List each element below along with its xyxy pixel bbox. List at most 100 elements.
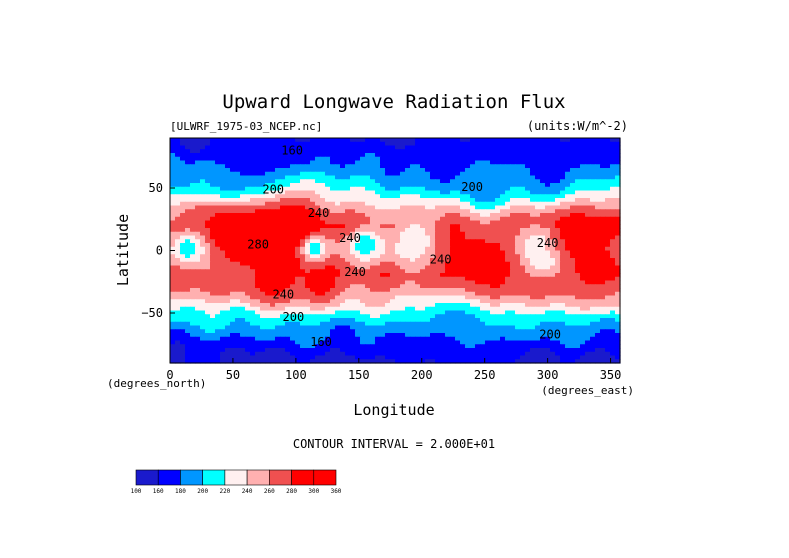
contour-cell [550,265,556,270]
contour-cell [265,224,271,229]
contour-cell [525,329,531,334]
contour-cell [170,194,176,199]
contour-cell [335,280,341,285]
contour-cell [270,175,276,180]
contour-cell [210,175,216,180]
contour-cell [520,194,526,199]
contour-cell [435,310,441,315]
contour-cell [445,205,451,210]
contour-cell [220,239,226,244]
contour-cell [610,201,616,207]
contour-cell [235,329,241,334]
contour-cell [475,336,481,342]
contour-cell [525,183,531,188]
contour-cell [585,164,591,169]
contour-cell [335,145,341,150]
contour-cell [310,201,316,207]
contour-cell [325,175,331,180]
contour-cell [445,160,451,165]
contour-cell [350,213,356,218]
contour-cell [615,299,621,304]
contour-cell [380,190,386,195]
contour-cell [495,138,501,143]
contour-cell [200,164,206,169]
contour-cell [355,291,361,297]
contour-cell [550,209,556,214]
contour-cell [365,246,371,252]
contour-cell [390,284,396,289]
contour-cell [310,235,316,240]
contour-cell [485,205,491,210]
contour-cell [240,306,246,312]
contour-cell [350,186,356,192]
contour-cell [555,175,561,180]
contour-cell [510,201,516,207]
contour-cell [355,175,361,180]
contour-cell [465,216,471,222]
contour-cell [190,175,196,180]
contour-cell [195,340,201,345]
contour-cell [550,336,556,342]
contour-cell [455,288,461,293]
contour-cell [200,295,206,300]
contour-cell [195,318,201,323]
contour-cell [185,333,191,338]
contour-cell [380,164,386,169]
contour-cell [495,276,501,282]
contour-cell [405,235,411,240]
contour-cell [555,168,561,173]
contour-cell [220,205,226,210]
contour-cell [205,149,211,154]
contour-cell [425,179,431,184]
contour-cell [525,209,531,214]
contour-cell [220,269,226,274]
contour-cell [320,153,326,158]
contour-cell [240,194,246,199]
contour-cell [175,141,181,147]
contour-cell [530,186,536,192]
contour-cell [290,288,296,293]
contour-cell [605,213,611,218]
contour-cell [555,220,561,225]
contour-cell [570,273,576,278]
contour-cell [550,164,556,169]
contour-cell [470,340,476,345]
contour-cell [220,295,226,300]
contour-cell [190,239,196,244]
contour-cell [365,149,371,154]
contour-cell [205,254,211,259]
contour-cell [260,209,266,214]
contour-cell [490,216,496,222]
contour-cell [265,183,271,188]
contour-cell [375,336,381,342]
contour-cell [420,314,426,319]
contour-cell [170,333,176,338]
contour-cell [315,280,321,285]
contour-cell [295,243,301,248]
contour-cell [480,284,486,289]
contour-cell [180,228,186,233]
contour-cell [500,295,506,300]
contour-cell [330,243,336,248]
contour-cell [260,164,266,169]
contour-cell [305,306,311,312]
contour-cell [485,291,491,297]
contour-cell [180,168,186,173]
contour-cell [565,258,571,263]
contour-cell [535,329,541,334]
contour-cell [535,310,541,315]
contour-cell [230,340,236,345]
contour-cell [495,224,501,229]
contour-cell [455,250,461,255]
contour-cell [435,160,441,165]
contour-cell [240,216,246,222]
contour-cell [575,280,581,285]
contour-cell [445,186,451,192]
contour-cell [485,318,491,323]
contour-cell [410,276,416,282]
contour-cell [260,153,266,158]
contour-cell [285,243,291,248]
contour-cell [240,183,246,188]
contour-cell [425,310,431,315]
contour-cell [575,228,581,233]
